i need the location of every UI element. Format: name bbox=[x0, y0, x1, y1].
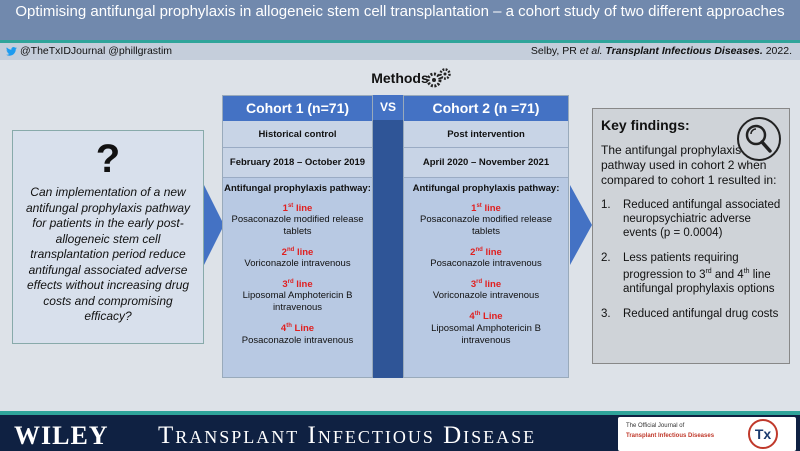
pathway-line-item: 4th Line Posaconazole intravenous bbox=[223, 323, 372, 346]
line-number: 4th Line bbox=[280, 323, 315, 335]
citation-journal: Transplant Infectious Diseases. bbox=[605, 45, 763, 57]
tx-network-logo: Tx bbox=[748, 419, 778, 449]
line-number: 1st line bbox=[471, 203, 501, 215]
line-number: 1st line bbox=[282, 203, 313, 215]
pathway-line-item: 1st line Posaconazole modified release ta… bbox=[223, 203, 372, 238]
info-bar: @TheTxIDJournal @phillgrastim Selby, PR … bbox=[0, 43, 800, 60]
right-arrow-icon bbox=[570, 185, 592, 265]
poster-title: Optimising antifungal prophylaxis in all… bbox=[0, 0, 800, 40]
line-number: 2nd line bbox=[281, 247, 314, 259]
drug-description: Posaconazole modified release tablets bbox=[231, 214, 364, 238]
gears-icon bbox=[426, 68, 451, 88]
society-name: Transplant Infectious Diseases bbox=[626, 433, 715, 439]
pathway-line-item: 2nd line Posaconazole intravenous bbox=[404, 247, 568, 270]
line-number: 2nd line bbox=[470, 247, 502, 259]
cohort-1-dates: February 2018 – October 2019 bbox=[223, 148, 372, 178]
cohort-1-group: Historical control bbox=[223, 121, 372, 148]
cohort-1-lines: 1st line Posaconazole modified release ta… bbox=[223, 203, 372, 347]
citation-etal: et al. bbox=[579, 45, 603, 57]
finding-item: 1. Reduced antifungal associated neuropsy… bbox=[601, 199, 781, 239]
pathway-line-item: 3rd line Liposomal Amphotericin B intrave… bbox=[223, 279, 372, 314]
key-findings-intro: The antifungal prophylaxis pathway used … bbox=[601, 143, 777, 187]
publisher-logo: WILEY bbox=[14, 421, 109, 450]
research-question: Can implementation of a new antifungal p… bbox=[25, 185, 191, 323]
methods-heading: Methods bbox=[371, 70, 429, 86]
drug-description: Posaconazole intravenous bbox=[430, 258, 542, 270]
drug-description: Voriconazole intravenous bbox=[432, 290, 540, 302]
right-arrow-icon bbox=[204, 185, 224, 265]
key-findings-list: 1. Reduced antifungal associated neuropsy… bbox=[601, 198, 781, 321]
cohort-1-pathway-title: Antifungal prophylaxis pathway: bbox=[224, 183, 371, 194]
cohort-2-group: Post intervention bbox=[404, 121, 568, 148]
cohort-1-column: Cohort 1 (n=71) Historical control Febru… bbox=[222, 95, 373, 378]
citation: Selby, PR et al. Transplant Infectious D… bbox=[531, 43, 792, 60]
vs-divider bbox=[373, 120, 403, 378]
drug-description: Liposomal Amphotericin B intravenous bbox=[242, 290, 353, 314]
official-journal-text: The Official Journal of bbox=[626, 423, 685, 429]
magnifier-icon bbox=[737, 117, 781, 161]
cohort-2-pathway-title: Antifungal prophylaxis pathway: bbox=[412, 183, 560, 194]
journal-name: Transplant Infectious Disease bbox=[158, 422, 537, 449]
vs-label: VS bbox=[373, 95, 403, 120]
pathway-line-item: 3rd line Voriconazole intravenous bbox=[404, 279, 568, 302]
drug-description: Posaconazole intravenous bbox=[241, 334, 354, 346]
cohort-2-lines: 1st line Posaconazole modified release ta… bbox=[404, 203, 568, 347]
research-question-box: ? Can implementation of a new antifungal… bbox=[12, 130, 204, 344]
citation-year: 2022. bbox=[765, 45, 792, 57]
finding-item: 3. Reduced antifungal drug costs bbox=[601, 307, 779, 320]
pathway-line-item: 1st line Posaconazole modified release ta… bbox=[404, 203, 568, 238]
cohort-2-header: Cohort 2 (n =71) bbox=[404, 96, 568, 121]
key-findings-box: Key findings: The antifungal prophylaxis… bbox=[592, 108, 790, 364]
social-handles: @TheTxIDJournal @phillgrastim bbox=[6, 43, 172, 60]
line-number: 3rd line bbox=[470, 279, 502, 291]
line-number: 3rd line bbox=[282, 279, 313, 291]
pathway-line-item: 2nd line Voriconazole intravenous bbox=[223, 247, 372, 270]
title-divider bbox=[0, 40, 800, 43]
cohort-2-dates: April 2020 – November 2021 bbox=[404, 148, 568, 178]
cohort-2-column: Cohort 2 (n =71) Post intervention April… bbox=[403, 95, 569, 378]
cohort-1-header: Cohort 1 (n=71) bbox=[223, 96, 372, 121]
social-text: @TheTxIDJournal @phillgrastim bbox=[20, 45, 173, 57]
twitter-icon bbox=[6, 47, 17, 56]
key-findings-title: Key findings: bbox=[601, 117, 690, 133]
drug-description: Liposomal Amphotericin B intravenous bbox=[431, 322, 541, 346]
cohort-2-pathway: Antifungal prophylaxis pathway: 1st line… bbox=[404, 178, 568, 377]
finding-item: 2. Less patients requiring progression to… bbox=[601, 252, 775, 295]
question-mark-icon: ? bbox=[95, 137, 121, 181]
citation-authors: Selby, PR bbox=[530, 45, 580, 57]
cohort-1-pathway: Antifungal prophylaxis pathway: 1st line… bbox=[223, 178, 372, 377]
drug-description: Voriconazole intravenous bbox=[244, 258, 351, 270]
pathway-line-item: 4th Line Liposomal Amphotericin B intrave… bbox=[404, 311, 568, 346]
drug-description: Posaconazole modified release tablets bbox=[419, 214, 553, 238]
society-logos: The Official Journal of Transplant Infec… bbox=[618, 417, 796, 451]
footer-bar: WILEY Transplant Infectious Disease The … bbox=[0, 411, 800, 451]
line-number: 4th Line bbox=[469, 311, 503, 323]
